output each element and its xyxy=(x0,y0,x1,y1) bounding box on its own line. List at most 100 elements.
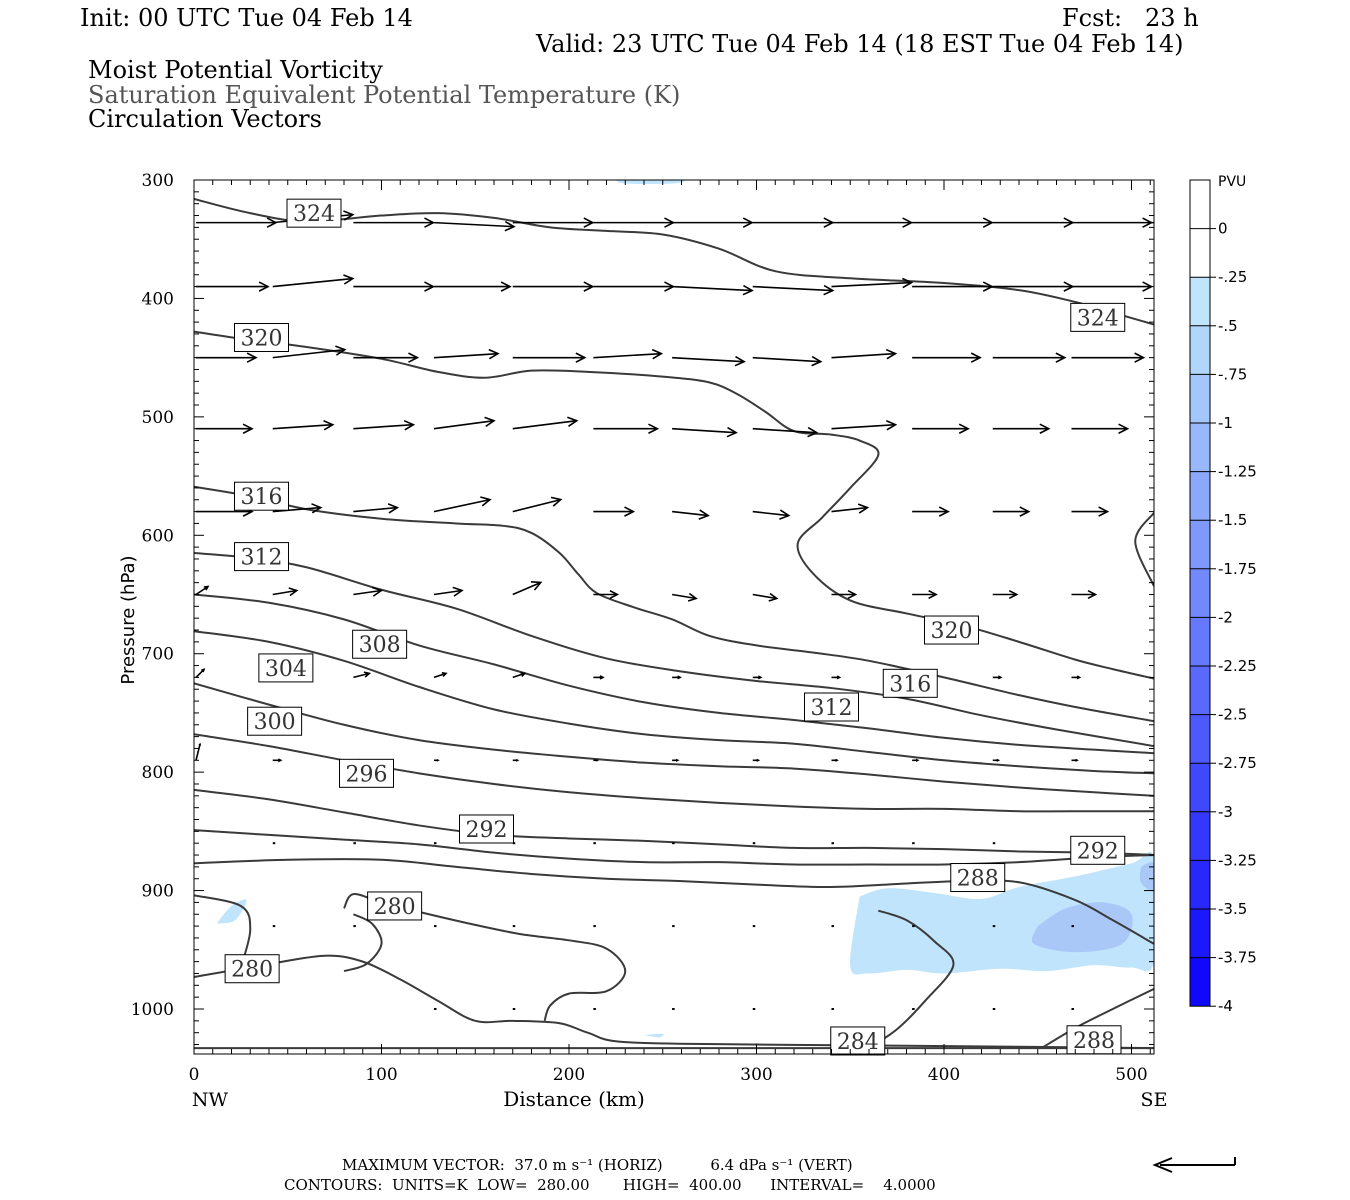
circulation-vector xyxy=(672,758,680,762)
x-tick-label: 400 xyxy=(928,1065,960,1085)
circulation-vector xyxy=(196,217,278,228)
circulation-vector xyxy=(992,758,1001,762)
contour-label: 284 xyxy=(830,1026,886,1056)
contour-label-text: 312 xyxy=(811,696,853,721)
circulation-vector xyxy=(195,585,210,596)
contour-line-312 xyxy=(194,552,1154,748)
contour-info-line: CONTOURS: UNITS=K LOW= 280.00 HIGH= 400.… xyxy=(284,1176,936,1194)
theta-es-contour-layer xyxy=(194,197,1154,1050)
circulation-vector xyxy=(512,217,595,228)
circulation-vector xyxy=(672,426,738,438)
circulation-vector xyxy=(992,281,1075,292)
circulation-vector xyxy=(831,348,898,360)
contour-label: 324 xyxy=(286,198,342,228)
colorbar-swatch xyxy=(1190,617,1210,666)
circulation-vector xyxy=(433,348,500,360)
circulation-vector xyxy=(1071,758,1079,762)
circulation-vector xyxy=(912,589,938,600)
circulation-vector xyxy=(353,586,384,597)
colorbar-label: -2 xyxy=(1218,608,1233,626)
colorbar-label: -3.25 xyxy=(1218,851,1257,869)
colorbar-swatch xyxy=(1190,957,1210,1007)
colorbar-label: -4 xyxy=(1218,997,1233,1015)
circulation-vector xyxy=(912,758,920,762)
circulation-vector xyxy=(593,506,636,517)
circulation-vector xyxy=(831,758,839,762)
y-tick-label: 700 xyxy=(142,645,174,665)
colorbar-label: 0 xyxy=(1218,220,1228,238)
contour-label-text: 324 xyxy=(1077,306,1119,331)
colorbar-label: -1.75 xyxy=(1218,560,1257,578)
circulation-vector xyxy=(353,503,400,514)
valid-time: Valid: 23 UTC Tue 04 Feb 14 (18 EST Tue … xyxy=(536,30,1184,58)
circulation-vector xyxy=(671,592,698,602)
circulation-vector xyxy=(512,581,543,596)
circulation-vector xyxy=(433,586,464,597)
y-axis-title: Pressure (hPa) xyxy=(118,555,139,684)
circulation-vector xyxy=(831,217,914,228)
colorbar-label: -1.5 xyxy=(1218,511,1247,529)
colorbar-swatch xyxy=(1190,811,1210,861)
circulation-vector xyxy=(752,217,835,228)
circulation-vector xyxy=(512,352,587,363)
circulation-vector xyxy=(512,671,527,679)
circulation-vector xyxy=(593,281,676,292)
contour-line-288 xyxy=(1040,987,1154,1049)
circulation-vector xyxy=(512,416,579,430)
circulation-vector xyxy=(195,668,206,678)
x-tick-label: 500 xyxy=(1115,1065,1147,1085)
circulation-vector xyxy=(593,675,605,680)
circulation-vector xyxy=(672,217,754,228)
pv-region xyxy=(644,1033,664,1038)
contour-line-292 xyxy=(194,829,1154,866)
field-title-thetaes: Saturation Equivalent Potential Temperat… xyxy=(88,81,681,109)
contour-label: 296 xyxy=(339,758,394,788)
colorbar-swatch xyxy=(1190,568,1210,618)
colorbar-label: -2.5 xyxy=(1218,706,1247,724)
circulation-vector xyxy=(272,503,323,514)
field-title-vectors: Circulation Vectors xyxy=(88,105,322,133)
contour-label-text: 292 xyxy=(1077,839,1119,864)
circulation-vector xyxy=(593,758,600,762)
colorbar-label: -1.25 xyxy=(1218,463,1257,481)
colorbar-label: -3.5 xyxy=(1218,900,1247,918)
circulation-vector xyxy=(752,355,823,367)
contour-line-296 xyxy=(194,733,1154,813)
colorbar-swatch xyxy=(1190,325,1210,375)
circulation-vector xyxy=(1071,281,1154,292)
circulation-vector xyxy=(831,277,914,289)
colorbar-swatch xyxy=(1190,666,1210,715)
contour-label-text: 296 xyxy=(346,762,388,787)
circulation-vector xyxy=(434,281,512,292)
contour-label: 320 xyxy=(234,323,289,353)
circulation-vector xyxy=(992,506,1031,517)
circulation-vector xyxy=(992,217,1075,228)
colorbar-swatch xyxy=(1190,763,1210,812)
forecast-hour: Fcst: 23 h xyxy=(1062,4,1199,32)
contour-label: 280 xyxy=(367,891,423,921)
contour-label: 280 xyxy=(224,954,280,984)
circulation-vector xyxy=(912,217,994,228)
colorbar-label: -2.75 xyxy=(1218,754,1257,772)
circulation-vector xyxy=(434,758,440,762)
circulation-vector xyxy=(196,281,270,292)
contour-label: 292 xyxy=(459,814,514,844)
circulation-vector xyxy=(752,675,763,680)
contour-line-280 xyxy=(194,954,1154,1050)
contour-label-text: 324 xyxy=(293,202,335,227)
plot-frame xyxy=(193,179,1155,1055)
pv-region xyxy=(1031,902,1133,953)
circulation-vector xyxy=(196,352,258,363)
contour-label: 288 xyxy=(950,863,1006,893)
circulation-vector xyxy=(353,352,420,363)
contour-label: 316 xyxy=(882,668,938,698)
reference-vector xyxy=(1152,1157,1236,1173)
circulation-vector xyxy=(672,355,746,367)
pv-colorbar: PVU 0 -.25 -.5 -.75 -1 -1.25 -1.5 -1.75 -2 -2.25 -2… xyxy=(1189,174,1257,1015)
circulation-vector xyxy=(752,284,835,296)
circulation-vector xyxy=(272,420,335,431)
circulation-vector xyxy=(831,589,858,600)
circulation-vector xyxy=(672,284,754,296)
contour-label-text: 280 xyxy=(231,958,273,983)
circulation-vector xyxy=(831,675,842,680)
